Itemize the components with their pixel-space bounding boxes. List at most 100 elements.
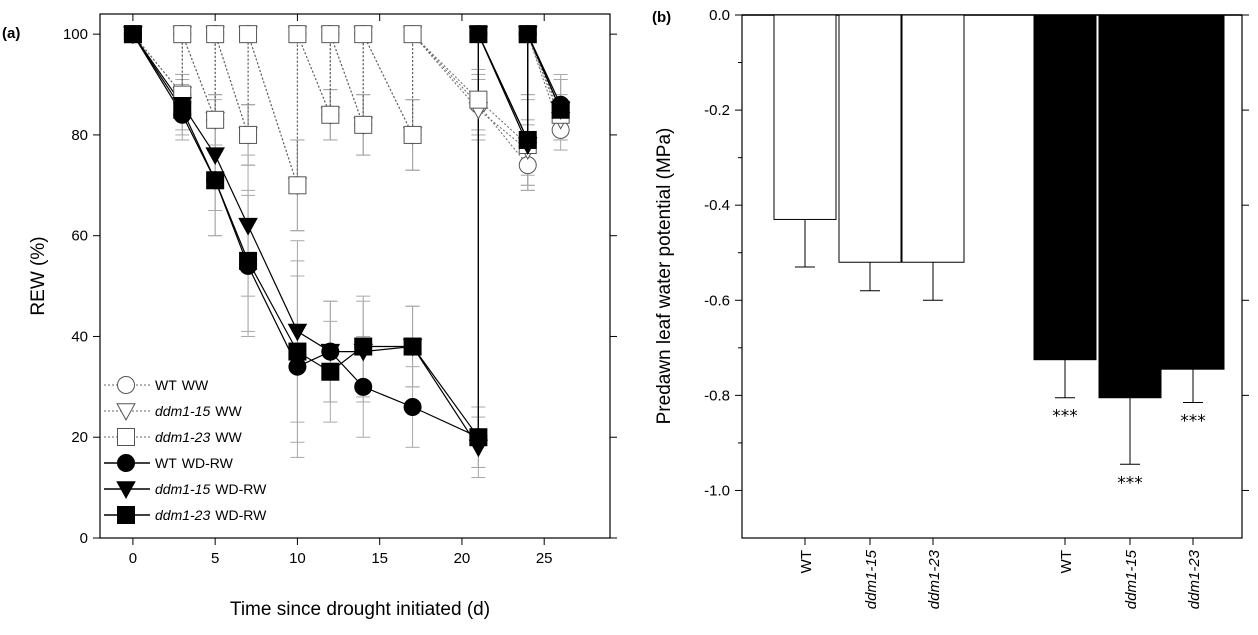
panel-a-axes: 0 5 10 15 20 25 0 20 40 60 80 100 xyxy=(63,14,617,567)
marker-wt-wd-rw xyxy=(288,357,307,376)
y-tick-label: 20 xyxy=(71,429,88,446)
significance-label: *** xyxy=(1052,407,1078,427)
x-tick-label: 0 xyxy=(129,550,137,567)
marker-rewater-ddm1-23-ww xyxy=(206,25,225,44)
bar-wt xyxy=(773,14,837,220)
x-tick-label: 15 xyxy=(371,550,388,567)
y-tick-label: 40 xyxy=(71,328,88,345)
y-tick-label: -0.6 xyxy=(704,292,730,309)
panel-a-legend: WT WW ddm1-15 WW ddm1-23 WW WT WD-RW ddm1-15 WD-R… xyxy=(104,376,267,524)
marker-ddm1-23-ww xyxy=(206,110,225,129)
legend-genotype: WT xyxy=(155,455,177,471)
legend-marker xyxy=(117,428,135,446)
legend-marker xyxy=(116,481,136,499)
legend-genotype: ddm1-15 xyxy=(155,403,210,419)
marker-wt-wd-rw xyxy=(403,398,422,416)
y-tick-label: -1.0 xyxy=(704,482,730,499)
y-tick-label: 80 xyxy=(71,127,88,144)
marker-rewater-ddm1-23-ww xyxy=(288,25,307,44)
marker-rewater-ddm1-23-ww xyxy=(173,25,192,44)
marker-ddm1-23-ww xyxy=(354,115,373,134)
bar-ddm1-15 xyxy=(1098,14,1162,399)
y-tick-label: -0.8 xyxy=(704,387,730,404)
legend-label: ddm1-23 WW xyxy=(155,429,242,445)
legend-label: ddm1-15 WD-RW xyxy=(155,481,267,497)
series-line-ddm1-23-ww xyxy=(132,32,562,186)
marker-ddm1-23-wd-rw xyxy=(239,251,258,270)
y-tick-label: 0.0 xyxy=(709,7,730,24)
marker-rewater-ddm1-23-ww xyxy=(321,25,340,44)
y-tick-label: 60 xyxy=(71,228,88,245)
panel-a-markers xyxy=(123,25,571,458)
bar-ddm1-15 xyxy=(838,14,902,263)
legend-treatment: WD-RW xyxy=(182,455,234,471)
series-line-wt-ww xyxy=(132,32,562,186)
marker-ddm1-15-wd-rw xyxy=(287,323,308,342)
panel-b-ylabel: Predawn leaf water potential (MPa) xyxy=(654,128,675,425)
panel-b-label: (b) xyxy=(652,9,671,26)
significance-label: *** xyxy=(1180,411,1206,431)
legend-marker xyxy=(117,506,135,524)
legend-marker xyxy=(117,376,135,394)
panel-a-frame xyxy=(99,13,611,539)
bar-wt xyxy=(1033,14,1097,361)
marker-ddm1-23-ww xyxy=(288,176,307,195)
marker-wt-wd-rw xyxy=(354,377,373,396)
marker-ddm1-15-wd-rw xyxy=(320,343,341,362)
marker-ddm1-23-ww xyxy=(403,125,422,144)
marker-rewater-ddm1-23-ww xyxy=(354,25,373,44)
panel-a-label: (a) xyxy=(2,25,20,42)
bar-ddm1-23 xyxy=(1161,14,1225,370)
marker-ddm1-23-wd-rw xyxy=(518,130,537,149)
legend-genotype: WT xyxy=(155,377,177,393)
panel-b-axes: 0.0 -0.2 -0.4 -0.6 -0.8 -1.0 xyxy=(704,7,1249,499)
x-tick-label: 20 xyxy=(454,550,471,567)
legend-treatment: WW xyxy=(182,377,209,393)
marker-ddm1-23-wd-rw xyxy=(551,100,570,119)
marker-ddm1-23-wd-rw xyxy=(403,337,422,356)
marker-rewater-ddm1-23-ww xyxy=(239,25,258,44)
x-category-label: WT xyxy=(798,550,815,573)
x-category-label: ddm1-23 xyxy=(926,549,943,609)
panel-a-xlabel: Time since drought initiated (d) xyxy=(230,599,490,620)
panel-a: (a) 0 5 10 15 20 25 0 20 40 60 80 100 Time since dr… xyxy=(2,13,617,620)
x-category-label: ddm1-23 xyxy=(1186,549,1203,609)
marker-ddm1-23-wd-rw xyxy=(469,428,488,447)
legend-treatment: WD-RW xyxy=(215,481,267,497)
marker-ddm1-23-wd-rw xyxy=(173,100,192,119)
marker-ddm1-23-wd-rw xyxy=(123,25,142,44)
panel-b-bars: WT ddm1-15 ddm1-23 *** WT *** ddm1-15 *** ddm1-2… xyxy=(773,14,1225,609)
y-tick-label: -0.4 xyxy=(704,197,730,214)
legend-genotype: ddm1-23 xyxy=(155,429,210,445)
legend-treatment: WW xyxy=(215,403,242,419)
marker-rewater-ddm1-23-wd-rw xyxy=(518,25,537,44)
panel-a-ylabel: REW (%) xyxy=(28,236,49,315)
legend-label: WT WW xyxy=(155,377,209,393)
legend-marker xyxy=(117,454,135,472)
x-tick-label: 25 xyxy=(536,550,553,567)
significance-label: *** xyxy=(1117,473,1143,493)
marker-ddm1-15-wd-rw xyxy=(238,217,258,236)
marker-ddm1-23-wd-rw xyxy=(321,362,340,381)
marker-ddm1-23-wd-rw xyxy=(288,342,307,361)
legend-label: ddm1-23 WD-RW xyxy=(155,507,267,523)
marker-rewater-ddm1-23-ww xyxy=(403,25,422,44)
legend-label: WT WD-RW xyxy=(155,455,234,471)
panel-b: (b) 0.0 -0.2 -0.4 -0.6 -0.8 -1.0 WT ddm1-15 ddm… xyxy=(652,7,1249,609)
legend-genotype: ddm1-23 xyxy=(155,507,210,523)
legend-label: ddm1-15 WW xyxy=(155,403,242,419)
bar-ddm1-23 xyxy=(901,14,965,263)
marker-ddm1-23-ww xyxy=(321,105,340,124)
marker-ddm1-15-wd-rw xyxy=(205,147,225,166)
marker-ddm1-23-wd-rw xyxy=(206,171,225,190)
y-tick-label: -0.2 xyxy=(704,102,730,119)
y-tick-label: 100 xyxy=(63,26,88,43)
x-category-label: WT xyxy=(1058,550,1075,573)
marker-rewater-ddm1-23-wd-rw xyxy=(469,25,488,44)
legend-treatment: WW xyxy=(215,429,242,445)
legend-marker xyxy=(116,403,136,421)
x-tick-label: 10 xyxy=(289,550,306,567)
y-tick-label: 0 xyxy=(80,530,88,547)
marker-ddm1-23-ww xyxy=(469,90,488,109)
